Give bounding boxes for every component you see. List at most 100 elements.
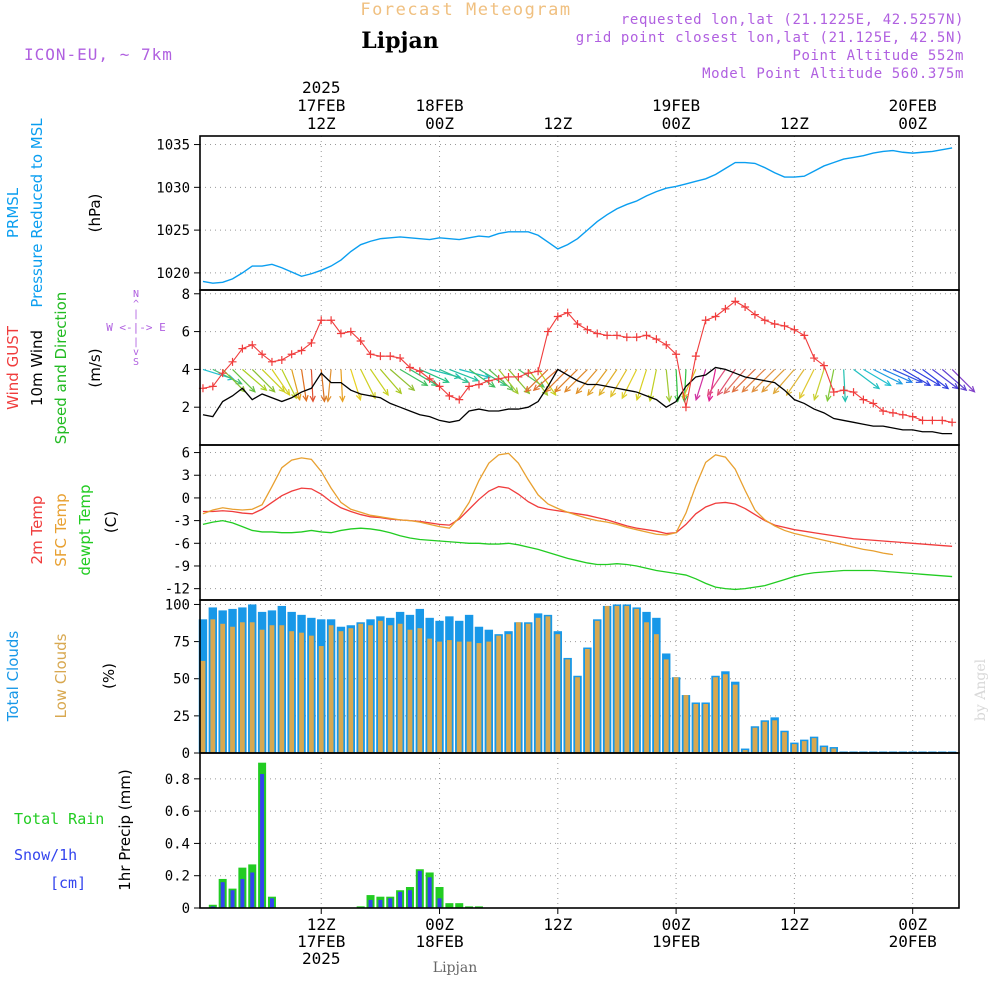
wind-arrow-shaft — [723, 368, 746, 394]
wind-arrow-shaft — [488, 368, 514, 391]
location-title: Lipjan — [361, 28, 438, 54]
rain-bar — [435, 887, 444, 908]
wind-arrow-head — [933, 380, 942, 387]
wind-arrow-shaft — [707, 369, 726, 396]
panel-temperature: -12 -9 -6 -3 0 3 6 — [165, 444, 960, 601]
wind-arrow-shaft — [261, 368, 285, 393]
wind-arrow — [772, 368, 795, 395]
wind-arrow — [429, 368, 462, 380]
wind-arrow — [271, 369, 291, 397]
snow-bar — [250, 872, 255, 908]
series-sfc-temp-line — [202, 452, 894, 556]
wind-arrow-head — [587, 388, 594, 397]
prmsl-desc-label: Pressure Reduced to MSL — [28, 118, 46, 308]
gust-marker — [908, 412, 917, 421]
wind-arrow — [241, 368, 268, 392]
snow-bar — [388, 898, 393, 908]
top-time-label: 00Z — [898, 114, 927, 133]
gust-marker — [780, 321, 789, 330]
wind-arrow-head — [751, 385, 759, 393]
snow-bar — [240, 878, 245, 908]
direction-legend-text: W <-|-> E — [106, 321, 166, 334]
ytick-label: -9 — [173, 559, 190, 575]
wind-arrow-head — [382, 388, 389, 397]
wind-arrow-shaft — [941, 368, 967, 391]
wind-arrow-shaft — [761, 368, 785, 393]
snow-bar — [368, 899, 373, 908]
wind-arrow — [325, 369, 332, 403]
panel-frame — [199, 752, 960, 909]
gust-marker — [711, 312, 720, 321]
rain-bar — [208, 904, 217, 908]
rain-legend-label: Total Rain — [14, 810, 104, 828]
wind-arrow-shaft — [419, 368, 449, 383]
wind-arrow-head — [731, 385, 739, 393]
wind-arrow — [488, 368, 514, 392]
wind-arrow — [389, 368, 416, 392]
wind-arrow-head — [621, 392, 628, 400]
gust-marker — [593, 329, 602, 338]
temp2m-label: 2m Temp — [28, 496, 46, 565]
gust-marker — [859, 395, 868, 404]
wind-arrow — [785, 369, 805, 397]
gust-marker — [573, 320, 582, 329]
wind-arrow-shaft — [251, 368, 276, 393]
direction-legend-text: S — [133, 357, 139, 368]
wind-arrow-head — [408, 384, 416, 392]
wind-arrow-shaft — [665, 369, 671, 402]
wind-arrow-shaft — [882, 368, 913, 383]
direction-legend-text: N — [133, 289, 139, 300]
low-cloud-bar — [200, 660, 206, 753]
gust-marker — [879, 406, 888, 415]
gust-marker — [534, 367, 543, 376]
low-cloud-bar — [308, 635, 314, 753]
gust-marker — [494, 374, 503, 383]
wind-arrow-shaft — [320, 369, 326, 402]
wind-arrow — [799, 369, 815, 400]
wind-arrow-head — [320, 395, 328, 403]
low-cloud-bar — [407, 629, 413, 753]
wind-arrow-shaft — [212, 368, 242, 385]
wind-arrow-shaft — [340, 369, 344, 402]
gust-marker — [386, 352, 395, 361]
gust-marker — [346, 327, 355, 336]
gust-marker — [701, 316, 710, 325]
wind-arrow-shaft — [598, 369, 618, 396]
wind-arrow-head — [873, 382, 881, 390]
clouds-unit: (%) — [100, 663, 118, 689]
wind-arrow-shaft — [241, 368, 267, 391]
wind-arrow-shaft — [717, 369, 736, 396]
bottom-time-label: 00Z — [425, 915, 454, 934]
gust-marker — [474, 380, 483, 389]
wind-arrow — [524, 368, 549, 393]
top-time-label: 12Z — [543, 114, 572, 133]
wind-arrow-head — [716, 388, 724, 397]
gust-marker — [228, 357, 237, 366]
gust-marker — [405, 363, 414, 372]
gust-marker — [810, 354, 819, 363]
low-cloud-bar — [762, 721, 768, 753]
series-gust-line — [202, 300, 953, 423]
gust-marker — [327, 316, 336, 325]
gust-marker — [317, 316, 326, 325]
wind-arrow-shaft — [741, 368, 766, 393]
low-cloud-bar — [476, 643, 482, 753]
wind-arrow-head — [395, 387, 403, 395]
wind-arrow-head — [302, 394, 309, 403]
prmsl-label: PRMSL — [4, 187, 22, 238]
gust-marker — [435, 382, 444, 391]
wind-arrow — [281, 369, 297, 400]
low-cloud-bar — [713, 677, 718, 753]
wind-arrow-shaft — [379, 368, 402, 394]
ytick-label: 0.2 — [165, 869, 190, 885]
ytick-label: 25 — [173, 709, 190, 725]
gust-marker — [642, 331, 651, 340]
wind-arrow-shaft — [533, 368, 559, 391]
low-cloud-bar — [377, 620, 383, 753]
grid-point-coords: grid point closest lon,lat (21.125E, 42.… — [576, 30, 964, 46]
bottom-time-label: 12Z — [307, 915, 336, 934]
snow-bar — [260, 773, 265, 908]
gust-marker — [800, 331, 809, 340]
wind-arrow-head — [951, 382, 960, 390]
wind-arrow-head — [506, 384, 514, 392]
